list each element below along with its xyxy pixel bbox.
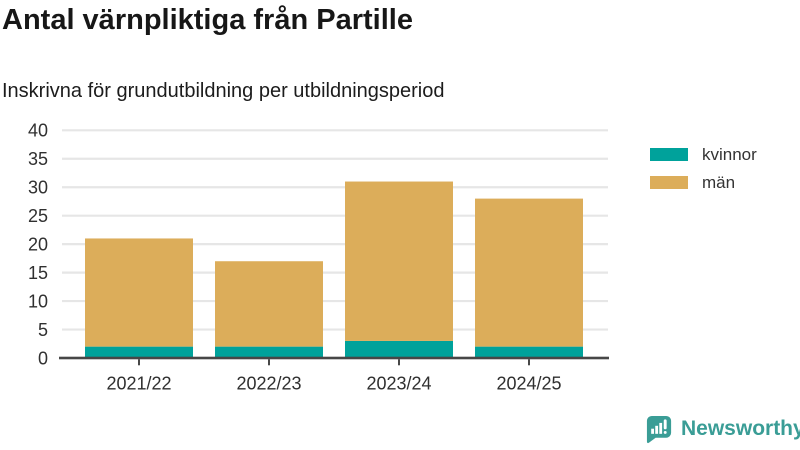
newsworthy-logo[interactable]: Newsworthy [645,414,800,444]
legend-label-kvinnor: kvinnor [702,145,757,164]
y-tick-label-0: 0 [38,348,48,368]
y-tick-label-40: 40 [28,121,48,141]
bar-segment-kvinnor-2022/23 [215,346,323,358]
y-tick-label-25: 25 [28,206,48,226]
newsworthy-bubble-chart-icon [646,415,672,444]
newsworthy-logo-text: Newsworthy [681,417,800,440]
legend: kvinnor män [650,146,757,191]
chart-title: Antal värnpliktiga från Partille [2,4,413,36]
y-tick-label-15: 15 [28,263,48,283]
bar-segment-män-2021/22 [85,238,193,347]
bar-segment-män-2024/25 [475,198,583,347]
x-tick-label-2024/25: 2024/25 [496,374,561,394]
legend-item-kvinnor: kvinnor [650,146,757,163]
legend-swatch-man [650,176,688,189]
legend-label-man: män [702,173,736,192]
legend-swatch-kvinnor [650,148,688,161]
x-tick-label-2022/23: 2022/23 [236,374,301,394]
chart-subtitle: Inskrivna för grundutbildning per utbild… [2,80,445,102]
x-axis-line [59,356,609,360]
y-tick-label-5: 5 [38,320,48,340]
y-tick-label-10: 10 [28,291,48,311]
x-tick-label-2023/24: 2023/24 [366,374,431,394]
bar-segment-män-2023/24 [345,181,453,341]
bar-segment-kvinnor-2023/24 [345,340,453,358]
y-tick-label-30: 30 [28,178,48,198]
bar-segment-kvinnor-2021/22 [85,346,193,358]
bar-segment-kvinnor-2024/25 [475,346,583,358]
bar-segment-män-2022/23 [215,261,323,347]
x-tick-label-2021/22: 2021/22 [106,374,171,394]
legend-item-man: män [650,174,757,191]
y-tick-label-20: 20 [28,234,48,254]
y-tick-label-35: 35 [28,149,48,169]
